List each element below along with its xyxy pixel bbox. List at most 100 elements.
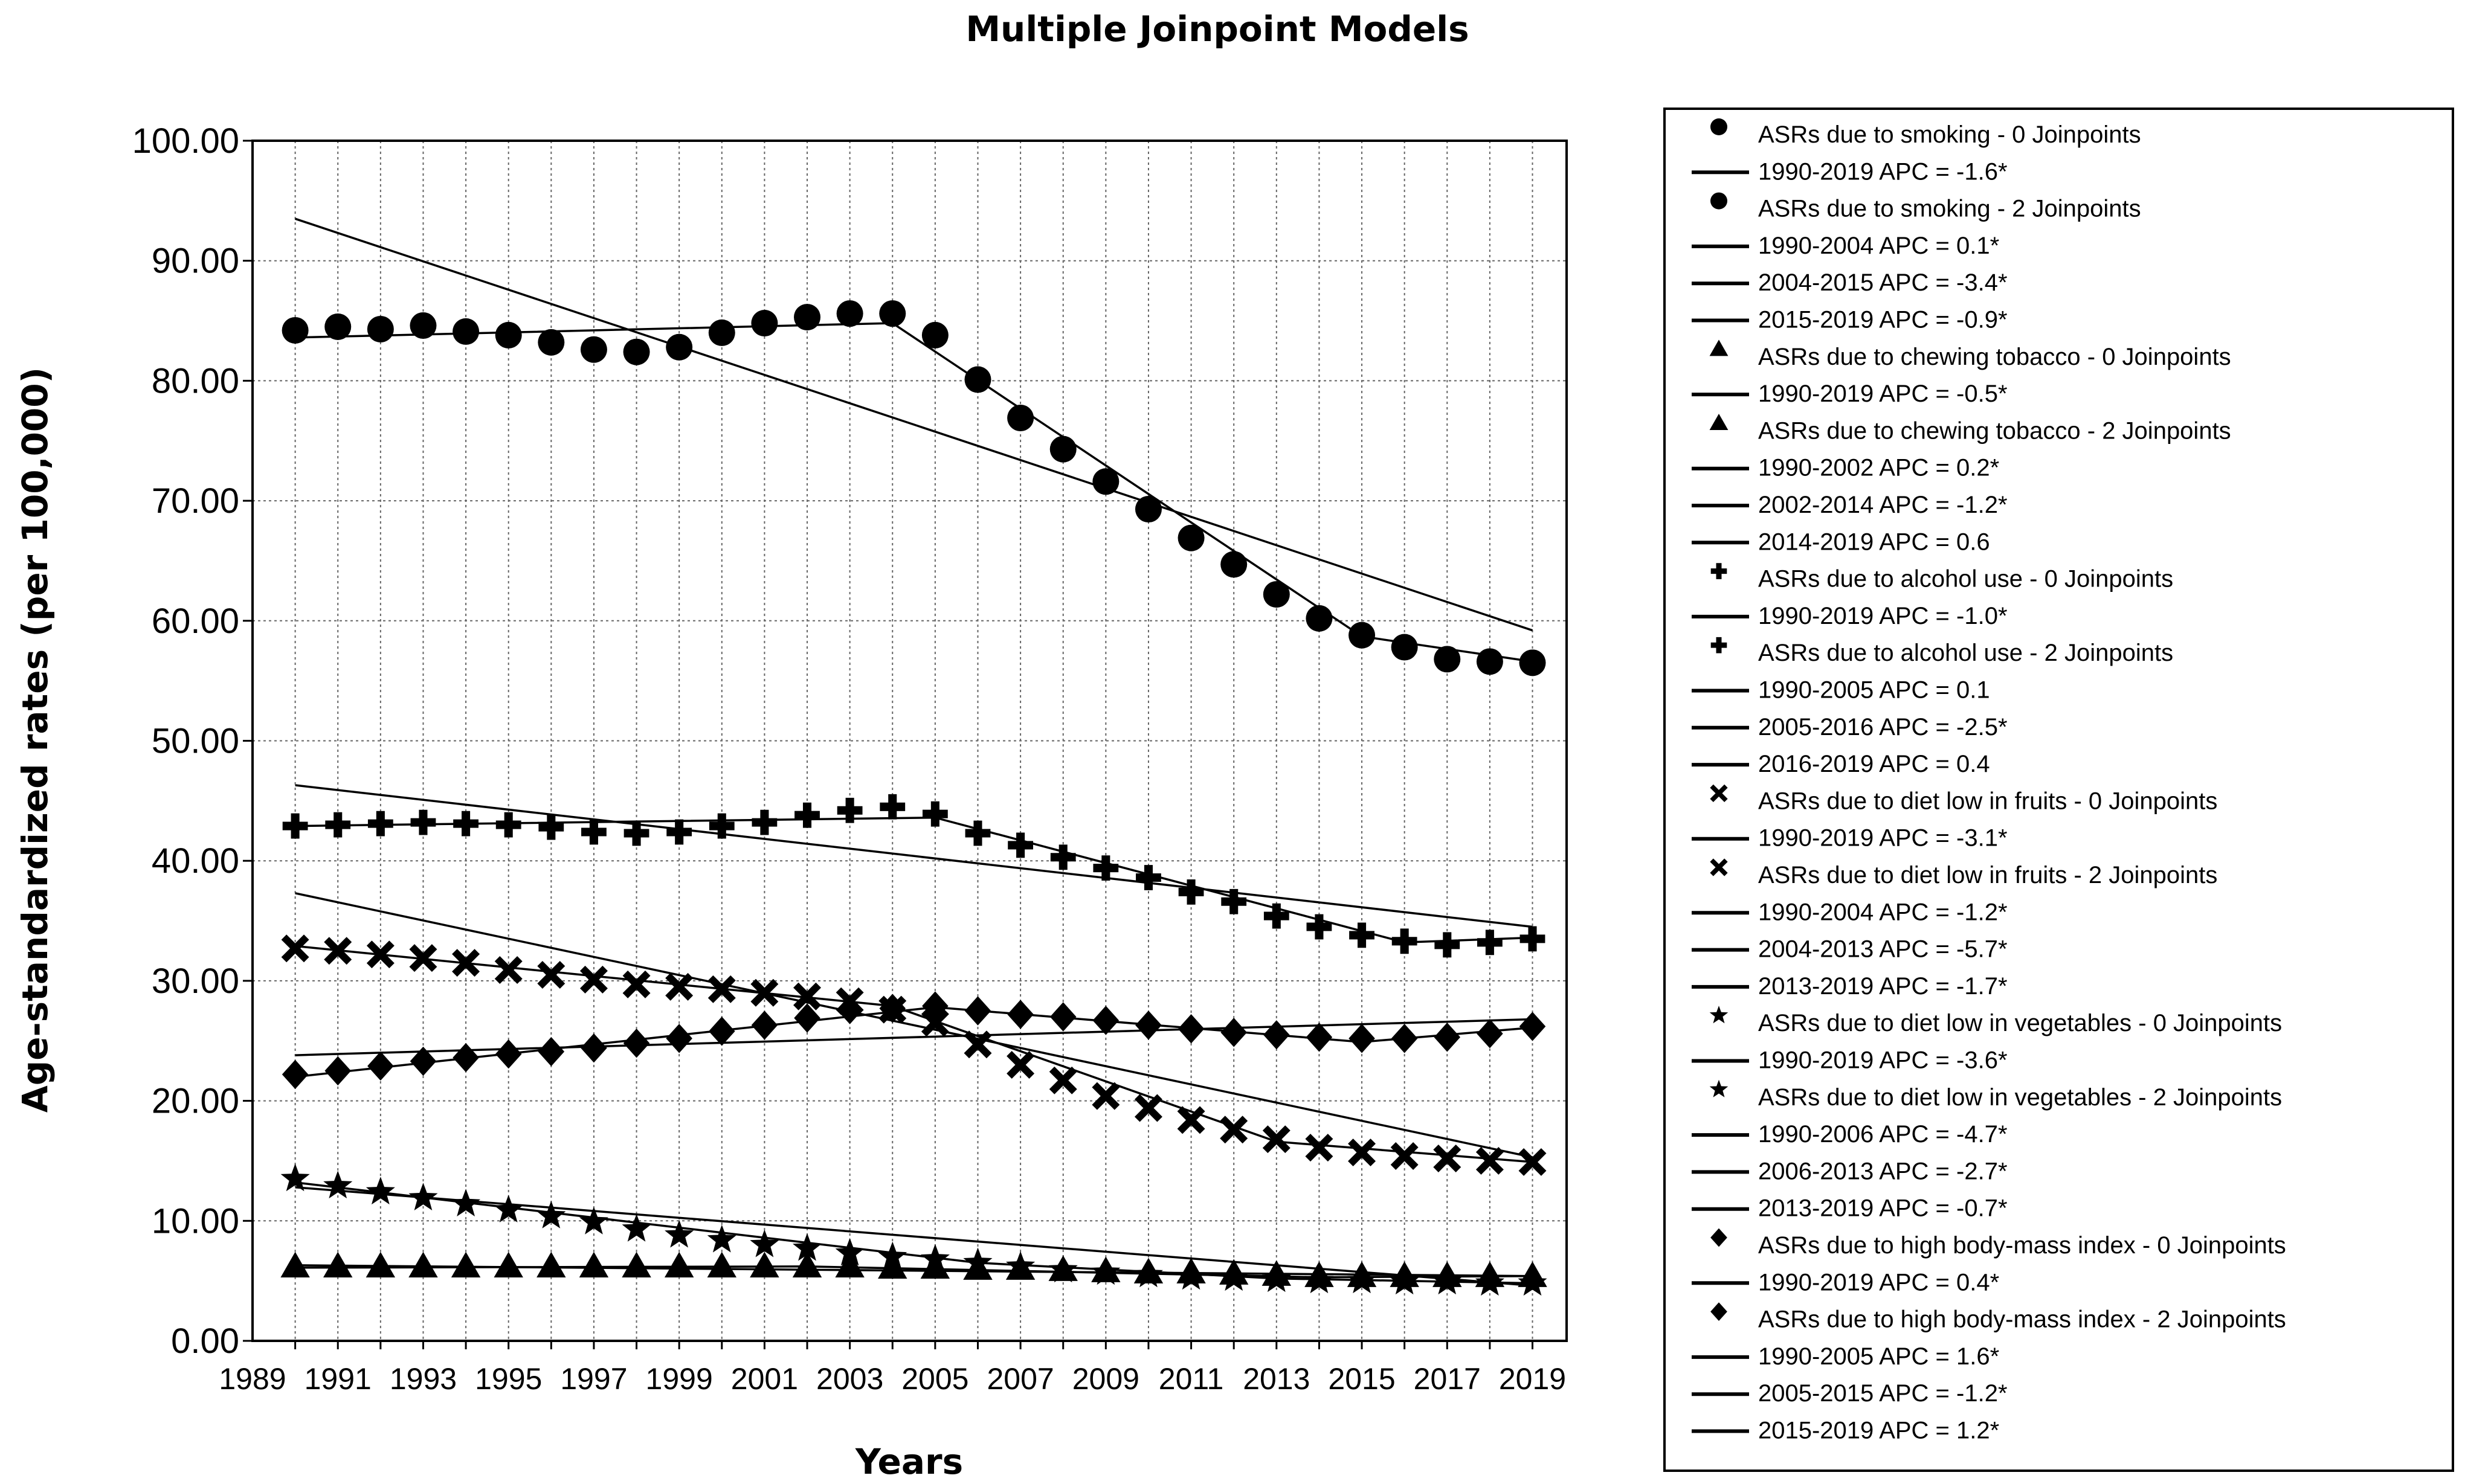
data-point-triangle [750, 1251, 779, 1277]
x-tick-label: 1997 [560, 1362, 627, 1396]
data-point-x [1007, 1051, 1035, 1079]
y-tick-label: 30.00 [152, 962, 239, 1001]
data-point-plus [495, 812, 521, 838]
data-point-diamond [1306, 1023, 1333, 1052]
legend-label: 1990-2019 APC = -3.6* [1758, 1047, 2008, 1074]
data-point-x-stroke [707, 975, 736, 1003]
data-point-plus [1178, 879, 1204, 905]
data-point-circle [1519, 649, 1546, 676]
data-point-diamond [1049, 1002, 1077, 1032]
data-point-diamond [964, 996, 991, 1026]
data-point-plus [666, 819, 692, 845]
data-point-x-stroke [964, 1030, 992, 1059]
data-point-x-stroke [1433, 1144, 1461, 1172]
data-point-diamond [324, 1056, 352, 1086]
data-point-star [1390, 1267, 1419, 1295]
data-point-x-stroke [750, 978, 779, 1007]
y-axis-ticks: 0.00 10.00 20.00 30.00 40.00 50.00 60.00 70.00 8… [132, 121, 253, 1361]
legend-label: 2013-2019 APC = -1.7* [1758, 973, 2008, 1000]
data-point-plus [1477, 930, 1503, 956]
data-point-x [324, 937, 352, 965]
data-point-star [1091, 1257, 1121, 1285]
data-point-x [707, 975, 736, 1003]
data-point-plus [1306, 914, 1332, 940]
data-point-x [1475, 1146, 1504, 1175]
data-point-circle [1007, 404, 1034, 431]
data-point-x [452, 949, 480, 977]
data-point-plus [1391, 928, 1417, 954]
y-tick-label: 100.00 [132, 121, 239, 161]
data-point-diamond [453, 1042, 479, 1073]
fit-line-0-joinpoints [295, 892, 1533, 1158]
data-point-x-stroke [622, 970, 651, 998]
legend-label: 2005-2015 APC = -1.2* [1758, 1380, 2008, 1407]
data-point-plus [752, 809, 778, 835]
data-point-triangle [579, 1251, 609, 1277]
data-point-star [1262, 1264, 1291, 1293]
legend-label: ASRs due to diet low in fruits - 0 Joinp… [1758, 788, 2217, 814]
data-point-x [793, 982, 821, 1010]
data-point-x-stroke [1518, 1148, 1547, 1176]
data-point-circle [410, 312, 437, 339]
legend-marker-x-stroke [1710, 784, 1728, 803]
data-point-circle [495, 321, 522, 349]
data-point-x [366, 940, 395, 969]
legend-label: 1990-2019 APC = 0.4* [1758, 1269, 1999, 1296]
data-point-x-stroke [665, 972, 694, 1001]
data-point-x-stroke [1262, 1125, 1290, 1154]
data-point-x-stroke [921, 1009, 949, 1037]
y-tick-label: 0.00 [171, 1322, 239, 1361]
data-point-circle [1476, 648, 1503, 675]
legend-label: 2014-2019 APC = 0.6 [1758, 528, 1990, 555]
data-point-plus [1136, 865, 1161, 890]
legend-label: 2004-2015 APC = -3.4* [1758, 269, 2008, 296]
data-point-x-stroke [579, 965, 608, 994]
data-point-circle [751, 310, 778, 337]
data-point-x-stroke [1220, 1116, 1248, 1144]
data-point-star [707, 1224, 736, 1253]
data-point-diamond [751, 1010, 778, 1040]
data-point-diamond [1434, 1023, 1461, 1052]
x-tick-label: 2015 [1328, 1362, 1395, 1396]
data-point-triangle [664, 1251, 694, 1277]
data-point-triangle [792, 1251, 822, 1277]
legend-marker-circle [1710, 118, 1727, 135]
x-tick-label: 1999 [646, 1362, 713, 1396]
data-point-circle [580, 336, 607, 363]
data-point-x-stroke [366, 940, 395, 969]
legend-label: ASRs due to smoking - 0 Joinpoints [1758, 121, 2141, 148]
fit-line-0-joinpoints [295, 1186, 1533, 1287]
data-point-star [1006, 1251, 1036, 1279]
x-tick-label: 1993 [390, 1362, 457, 1396]
data-point-star [1475, 1268, 1504, 1296]
data-point-triangle [920, 1253, 950, 1279]
x-tick-label: 1995 [475, 1362, 542, 1396]
data-point-star [1518, 1268, 1547, 1296]
data-point-star [536, 1201, 566, 1229]
data-point-diamond [538, 1036, 565, 1067]
data-point-plus [282, 813, 308, 839]
data-point-x-stroke [452, 949, 480, 977]
legend-label: 2015-2019 APC = -0.9* [1758, 307, 2008, 333]
legend-label: 2002-2014 APC = -1.2* [1758, 492, 2008, 518]
data-point-circle [921, 321, 949, 349]
legend-marker-x [1710, 858, 1728, 876]
data-point-plus [1093, 855, 1119, 881]
fit-line-2-joinpoints [295, 816, 1533, 944]
data-point-plus [624, 820, 649, 846]
data-point-diamond [922, 991, 949, 1021]
data-point-diamond [410, 1046, 437, 1076]
data-point-plus [1008, 832, 1034, 858]
data-point-star [878, 1241, 907, 1270]
data-point-triangle [451, 1251, 481, 1277]
data-point-x-stroke [1475, 1146, 1504, 1175]
legend-label: 2006-2013 APC = -2.7* [1758, 1158, 2008, 1184]
data-point-x [1348, 1139, 1376, 1167]
data-point-x-stroke [494, 956, 523, 984]
data-point-circle [1263, 581, 1290, 608]
data-point-star [1048, 1254, 1078, 1283]
data-point-plus [922, 801, 948, 827]
data-point-diamond [1519, 1012, 1546, 1041]
data-point-star [920, 1244, 950, 1272]
legend-label: 2015-2019 APC = 1.2* [1758, 1418, 1999, 1444]
